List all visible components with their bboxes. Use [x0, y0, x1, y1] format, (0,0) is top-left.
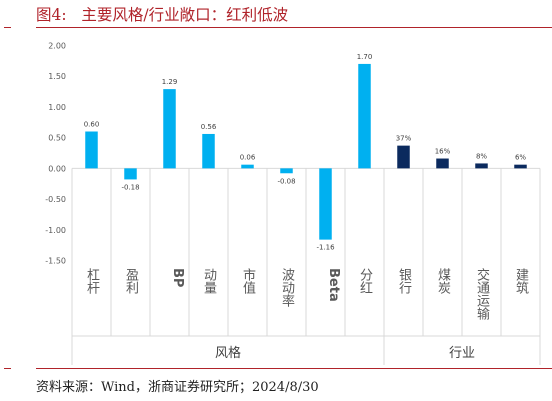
source-note: 资料来源：Wind，浙商证券研究所；2024/8/30 — [36, 380, 319, 395]
data-label: 0.60 — [84, 121, 100, 129]
x-tick-label: BP — [170, 268, 185, 287]
y-tick-label: 1.00 — [48, 103, 66, 112]
bar — [85, 131, 98, 169]
bar — [280, 168, 293, 174]
data-label: -0.18 — [121, 183, 139, 191]
group-label: 行业 — [449, 346, 475, 361]
data-label: 0.56 — [201, 123, 217, 131]
data-label: -0.08 — [277, 177, 295, 185]
data-label: 6% — [515, 154, 526, 162]
bar — [514, 164, 527, 169]
data-label: -1.16 — [316, 244, 335, 252]
data-label: 8% — [476, 152, 487, 160]
y-tick-label: -1.00 — [45, 226, 66, 235]
data-label: 1.70 — [357, 53, 373, 61]
data-label: 1.29 — [162, 78, 178, 86]
bar-chart: 2.00 1.50 1.00 0.50 0.00 -0.50 -1.00 -1.50 0.60 杠… — [45, 42, 541, 365]
bar — [358, 63, 371, 169]
x-tick-label: 建筑 — [513, 268, 529, 295]
bar — [202, 133, 215, 169]
x-tick-label: 动量 — [201, 268, 217, 294]
x-tick-label: 杠杆 — [84, 267, 100, 294]
data-label: 0.06 — [240, 154, 256, 162]
footer-rule-tick — [4, 368, 11, 369]
group-label: 风格 — [215, 345, 241, 361]
y-tick-label: 1.50 — [48, 72, 66, 81]
x-tick-label: 波动率 — [279, 268, 295, 307]
x-tick-label: 盈利 — [123, 268, 139, 294]
data-label: 37% — [396, 135, 412, 143]
y-tick-label: -1.50 — [45, 257, 66, 266]
x-tick-label: 交通运输 — [474, 267, 490, 320]
bar — [163, 89, 176, 169]
title-rule — [36, 27, 552, 28]
bar — [124, 168, 137, 180]
figure-title: 图4: 主要风格/行业敞口：红利低波 — [36, 6, 289, 24]
y-tick-label: 0.00 — [48, 164, 66, 173]
y-tick-label: -0.50 — [45, 195, 66, 204]
x-tick-label: 煤炭 — [435, 268, 451, 295]
data-label: 16% — [435, 148, 451, 156]
x-tick-label: Beta — [326, 268, 341, 302]
y-tick-label: 0.50 — [48, 134, 66, 143]
bar — [436, 158, 449, 169]
bar — [475, 163, 488, 169]
footer-rule — [36, 368, 552, 369]
x-tick-label: 市值 — [240, 267, 256, 295]
x-tick-label: 分红 — [357, 268, 373, 294]
bar — [319, 168, 332, 240]
bar — [241, 164, 254, 169]
y-tick-label: 2.00 — [48, 42, 66, 51]
bar — [397, 145, 410, 169]
title-rule-tick — [4, 27, 11, 28]
x-tick-label: 银行 — [396, 268, 412, 295]
